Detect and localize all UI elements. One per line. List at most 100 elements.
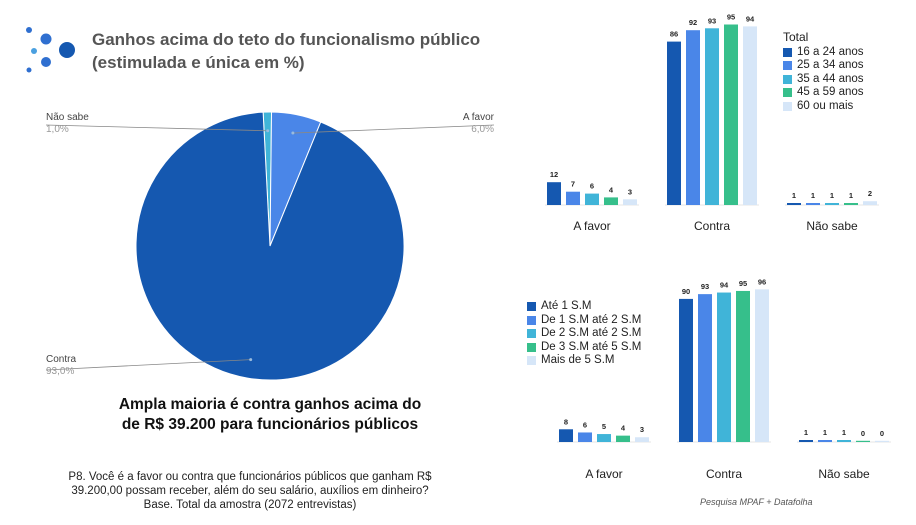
bar-value-1-0: 90 bbox=[682, 287, 690, 296]
legend-age-label-4: 45 a 59 anos bbox=[797, 86, 864, 98]
bar-0-1 bbox=[578, 432, 592, 442]
legend-age-swatch-2 bbox=[783, 61, 792, 71]
legend-income-label-4: De 3 S.M até 5 S.M bbox=[541, 340, 642, 353]
page-title: Ganhos acima do teto do funcionalismo pú… bbox=[92, 28, 522, 74]
bar-2-4 bbox=[875, 440, 889, 442]
legend-income-item-3: De 2 S.M até 2 S.M bbox=[527, 327, 641, 341]
legend-income-swatch-2 bbox=[527, 315, 536, 325]
pie-chart-svg bbox=[45, 111, 495, 381]
category-label-1: Contra bbox=[694, 219, 730, 233]
legend-age-swatch-3 bbox=[783, 74, 792, 84]
bar-value-2-2: 1 bbox=[842, 428, 846, 437]
legend-income-swatch-5 bbox=[527, 356, 536, 366]
bar-value-0-4: 3 bbox=[640, 425, 644, 434]
pie-label-afavor-name: A favor bbox=[462, 112, 494, 123]
legend-income-swatch-4 bbox=[527, 342, 536, 352]
datafolha-logo bbox=[26, 27, 75, 73]
bar-value-1-4: 94 bbox=[746, 14, 755, 23]
bar-1-2 bbox=[705, 28, 719, 205]
bar-value-0-4: 3 bbox=[628, 187, 632, 196]
bar-value-0-0: 12 bbox=[550, 170, 558, 179]
bar-value-1-2: 93 bbox=[708, 16, 716, 25]
bar-1-1 bbox=[686, 30, 700, 206]
legend-age-item-4: 45 a 59 anos bbox=[783, 86, 864, 100]
category-label-2: Não sabe bbox=[806, 219, 858, 233]
bar-2-3 bbox=[856, 440, 870, 442]
pie-leader-dot-naosabe bbox=[266, 129, 270, 133]
category-label-2: Não sabe bbox=[818, 467, 870, 481]
legend-age: Total 16 a 24 anos 25 a 34 anos 35 a 44 … bbox=[783, 30, 864, 114]
legend-income-label-1: Até 1 S.M bbox=[541, 300, 592, 312]
bar-0-1 bbox=[566, 191, 580, 205]
bar-0-3 bbox=[604, 197, 618, 205]
legend-income-item-5: Mais de 5 S.M bbox=[527, 354, 641, 368]
legend-age-label-5: 60 ou mais bbox=[797, 99, 854, 112]
bar-1-0 bbox=[679, 298, 693, 442]
pie-label-naosabe-name: Não sabe bbox=[46, 112, 89, 123]
legend-age-item-5: 60 ou mais bbox=[783, 100, 864, 114]
bar-0-2 bbox=[597, 434, 611, 442]
question-line-3: Base. Total da amostra (2072 entrevistas… bbox=[143, 499, 357, 511]
bar-1-4 bbox=[743, 26, 757, 206]
bar-0-0 bbox=[547, 182, 561, 205]
pie-label-contra-name: Contra bbox=[46, 354, 77, 365]
bar-2-2 bbox=[837, 440, 851, 442]
bar-2-2 bbox=[825, 203, 839, 205]
category-label-0: A favor bbox=[585, 467, 622, 481]
bar-value-2-4: 0 bbox=[880, 429, 884, 438]
title-line-2: (estimulada e única em %) bbox=[92, 53, 305, 72]
bar-value-0-1: 7 bbox=[571, 180, 575, 189]
bar-value-1-3: 95 bbox=[739, 279, 747, 288]
bar-0-4 bbox=[623, 199, 637, 205]
bar-value-2-3: 1 bbox=[849, 191, 853, 200]
pie-leader-dot-afavor bbox=[291, 131, 295, 135]
legend-age-item-2: 25 a 34 anos bbox=[783, 59, 864, 73]
bar-value-0-3: 4 bbox=[609, 185, 614, 194]
bar-value-2-0: 1 bbox=[792, 191, 796, 200]
bar-1-3 bbox=[736, 290, 750, 442]
legend-income: Até 1 S.M De 1 S.M até 2 S.M De 2 S.M at… bbox=[527, 300, 641, 368]
bar-0-2 bbox=[585, 193, 599, 205]
legend-income-item-1: Até 1 S.M bbox=[527, 300, 641, 314]
legend-age-item-1: 16 a 24 anos bbox=[783, 46, 864, 60]
pie-leader-afavor bbox=[292, 124, 495, 134]
headline: Ampla maioria é contra ganhos acima do d… bbox=[80, 395, 460, 435]
legend-income-swatch-1 bbox=[527, 302, 536, 312]
bar-1-4 bbox=[755, 289, 769, 442]
bar-value-1-3: 95 bbox=[727, 13, 735, 22]
bar-2-3 bbox=[844, 203, 858, 205]
title-line-1: Ganhos acima do teto do funcionalismo pú… bbox=[92, 30, 481, 49]
bar-1-1 bbox=[698, 294, 712, 442]
question-text: P8. Você é a favor ou contra que funcion… bbox=[30, 470, 470, 512]
source-note: Pesquisa MPAF + Datafolha bbox=[700, 497, 813, 507]
bar-2-0 bbox=[799, 440, 813, 442]
legend-income-swatch-3 bbox=[527, 329, 536, 339]
bar-value-1-4: 96 bbox=[758, 277, 766, 286]
pie-label-contra: Contra 93,0% bbox=[46, 354, 76, 378]
bar-value-2-1: 1 bbox=[811, 191, 815, 200]
bar-value-0-2: 5 bbox=[602, 422, 606, 431]
bar-0-0 bbox=[559, 429, 573, 442]
bar-chart-income: 8 6 5 4 3 A favor 90 93 94 95 96 Contra 1 1 1 0 0 Não sab… bbox=[557, 277, 891, 481]
question-line-2: 39.200,00 possam receber, além do seu sa… bbox=[71, 485, 429, 497]
legend-income-item-2: De 1 S.M até 2 S.M bbox=[527, 314, 641, 328]
pie-chart: Não sabe 1,0% A favor 6,0% Contra 93,0% bbox=[0, 100, 520, 400]
bar-0-3 bbox=[616, 435, 630, 442]
bar-value-2-4: 2 bbox=[868, 189, 872, 198]
question-line-1: P8. Você é a favor ou contra que funcion… bbox=[68, 471, 432, 483]
legend-income-label-5: Mais de 5 S.M bbox=[541, 354, 615, 366]
bar-0-4 bbox=[635, 437, 649, 442]
bar-value-2-0: 1 bbox=[804, 428, 808, 437]
pie-label-contra-value: 93,0% bbox=[46, 366, 75, 377]
bar-1-2 bbox=[717, 292, 731, 442]
category-label-0: A favor bbox=[573, 219, 610, 233]
bar-value-2-3: 0 bbox=[861, 429, 865, 438]
headline-line-2: de R$ 39.200 para funcionários públicos bbox=[121, 416, 419, 433]
bar-value-2-1: 1 bbox=[823, 428, 827, 437]
category-label-1: Contra bbox=[706, 467, 742, 481]
bar-value-1-1: 92 bbox=[689, 18, 697, 27]
legend-age-item-3: 35 a 44 anos bbox=[783, 73, 864, 87]
bar-value-1-2: 94 bbox=[720, 281, 729, 290]
bar-2-1 bbox=[806, 203, 820, 205]
